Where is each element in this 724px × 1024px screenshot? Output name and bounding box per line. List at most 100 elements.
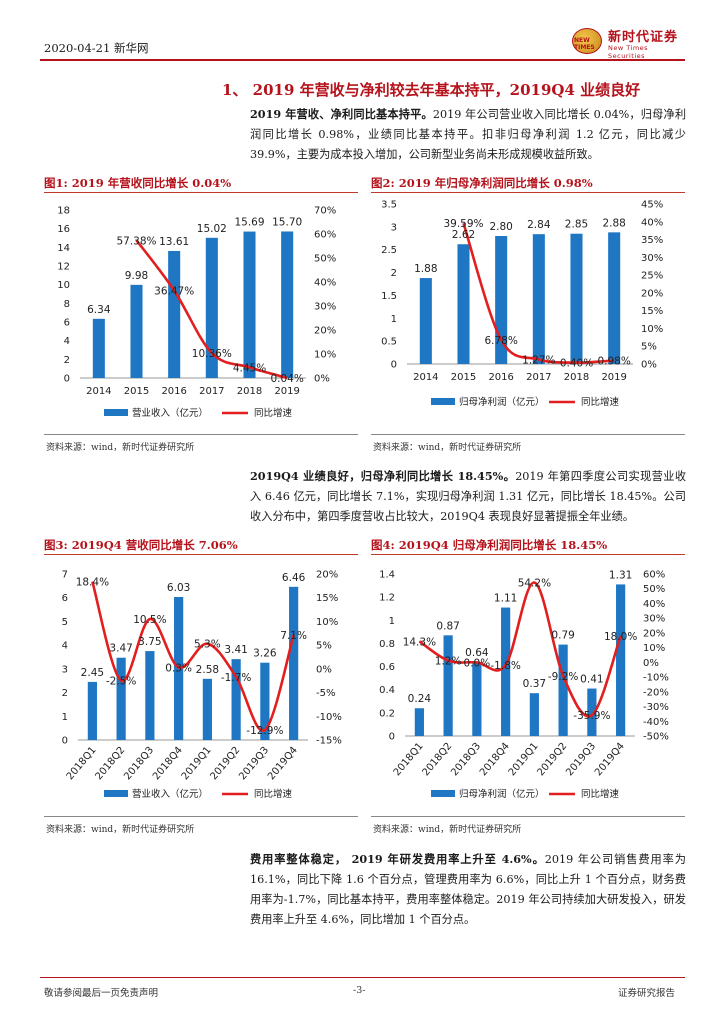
report-date: 2020-04-21 新华网: [44, 41, 149, 55]
x-tick-label: 2018Q2: [93, 745, 127, 782]
bar: [457, 244, 470, 364]
y-tick-label: 0: [389, 732, 395, 743]
growth-value-label: 6.78%: [484, 335, 517, 347]
bar: [231, 659, 241, 740]
x-tick-label: 2019Q3: [237, 745, 271, 782]
figure-2-source-rule: [371, 434, 685, 435]
growth-value-label: 4.45%: [233, 362, 266, 374]
x-tick-label: 2019Q1: [180, 745, 214, 782]
y2-tick-label: 15%: [316, 593, 338, 604]
x-tick-label: 2019Q4: [266, 745, 300, 782]
y2-tick-label: -5%: [316, 688, 335, 699]
y2-tick-label: 25%: [641, 271, 663, 282]
legend-line-label: 同比增速: [581, 396, 620, 408]
y-tick-label: 7: [62, 570, 68, 581]
y2-tick-label: -50%: [643, 732, 669, 743]
growth-value-label: 0.3%: [165, 662, 192, 674]
bar: [289, 586, 299, 740]
legend-bar-label: 营业收入（亿元）: [132, 788, 208, 800]
y-tick-label: 2: [64, 355, 70, 366]
growth-value-label: 57.38%: [116, 235, 156, 247]
bar: [414, 708, 424, 736]
footer-divider: [40, 977, 685, 978]
figure-3-source-rule: [44, 816, 358, 817]
growth-value-label: -1.8%: [490, 660, 520, 672]
y-tick-label: 4: [62, 641, 68, 652]
y-tick-label: 1.5: [381, 291, 397, 302]
legend-bar-swatch: [431, 398, 455, 405]
y2-tick-label: 20%: [643, 628, 665, 639]
x-tick-label: 2015: [124, 386, 149, 397]
x-tick-label: 2018Q4: [151, 745, 185, 782]
y-tick-label: 3.5: [381, 200, 397, 211]
figure-3-source: 资料来源：wind，新时代证券研究所: [46, 825, 195, 835]
growth-value-label: 1.2%: [435, 656, 462, 668]
bar: [243, 231, 256, 378]
x-tick-label: 2016: [488, 372, 513, 383]
bar: [145, 651, 155, 740]
bar-value-label: 15.70: [272, 216, 302, 228]
figure-4-chart: 0 0.2 0.4 0.6 0.8 1 1.2 1.4 -50% -40% -30% -20% -10%…: [379, 569, 669, 800]
x-tick-label: 2019: [601, 372, 626, 383]
footer-disclaimer[interactable]: 敬请参阅最后一页免责声明: [44, 988, 159, 999]
y-tick-label: 6: [62, 593, 68, 604]
x-tick-label: 2017: [526, 372, 551, 383]
page-number: -3-: [353, 985, 366, 996]
growth-value-label: 54.2%: [518, 578, 551, 590]
paragraph-1-lead: 2019 年营收、净利同比基本持平。: [250, 107, 433, 121]
y-tick-label: 0: [391, 360, 397, 371]
y2-tick-label: 50%: [314, 254, 336, 265]
bar: [616, 584, 626, 736]
y2-tick-label: 10%: [643, 643, 665, 654]
growth-value-label: 0.98%: [597, 356, 630, 368]
figure-3-rule: [44, 554, 358, 555]
growth-value-label: -1.7%: [221, 672, 251, 684]
bar: [570, 233, 583, 364]
x-tick-label: 2017: [199, 386, 224, 397]
legend-bar-label: 营业收入（亿元）: [132, 407, 208, 419]
paragraph-2-body: 2019 年第四季度公司实现营业收入 6.46 亿元，同比增长 7.1%，实现归…: [250, 470, 687, 523]
paragraph-2: 2019Q4 业绩良好，归母净利同比增长 18.45%。2019 年第四季度公司…: [250, 466, 686, 527]
bar-value-label: 0.79: [551, 630, 574, 642]
figure-4-source: 资料来源：wind，新时代证券研究所: [373, 825, 522, 835]
paragraph-1-body: 2019 年公司营业收入同比增长 0.04%，归母净利润同比增长 0.98%，业…: [250, 108, 687, 161]
y-tick-label: 2: [391, 268, 397, 279]
bar: [608, 232, 621, 364]
y2-tick-label: 15%: [641, 306, 663, 317]
bar-value-label: 0.37: [523, 678, 546, 690]
y2-tick-label: 20%: [641, 288, 663, 299]
paragraph-2-lead: 2019Q4 业绩良好，归母净利同比增长 18.45%。: [250, 469, 516, 483]
bar: [472, 661, 482, 736]
y2-tick-label: 20%: [316, 570, 338, 581]
growth-line: [91, 581, 295, 732]
y-tick-label: 0: [62, 736, 68, 747]
y2-tick-label: 20%: [314, 326, 336, 337]
figure-3-title: 图3: 2019Q4 营收同比增长 7.06%: [44, 538, 238, 552]
y2-tick-label: 45%: [641, 200, 663, 211]
bar-value-label: 2.80: [489, 221, 512, 233]
x-tick-label: 2018Q4: [478, 741, 512, 778]
growth-value-label: 39.59%: [443, 218, 483, 230]
paragraph-3-lead: 费用率整体稳定，: [250, 852, 348, 866]
y2-tick-label: -15%: [316, 736, 342, 747]
bar-value-label: 0.87: [436, 620, 459, 632]
y2-tick-label: 5%: [316, 641, 332, 652]
y-tick-label: 0.8: [379, 639, 395, 650]
growth-value-label: 0.04%: [270, 373, 303, 385]
bar: [443, 635, 453, 736]
bar-value-label: 6.46: [282, 572, 306, 584]
growth-value-label: 7.1%: [280, 630, 307, 642]
bar-value-label: 2.58: [196, 664, 219, 676]
bar-value-label: 2.62: [452, 229, 475, 241]
bar: [168, 250, 181, 378]
paragraph-1: 2019 年营收、净利同比基本持平。2019 年公司营业收入同比增长 0.04%…: [250, 104, 686, 165]
bar-value-label: 9.98: [125, 270, 148, 282]
paragraph-3: 费用率整体稳定， 2019 年研发费用率上升至 4.6%。2019 年公司销售费…: [250, 849, 686, 930]
growth-value-label: -35.9%: [573, 710, 610, 722]
y-tick-label: 12: [57, 262, 70, 273]
legend-line-label: 同比增速: [254, 788, 293, 800]
growth-value-label: 5.3%: [194, 639, 221, 651]
paragraph-3-lead-2: 2019 年研发费用率上升至 4.6%。: [351, 852, 545, 866]
bar-value-label: 0.41: [580, 674, 603, 686]
y-tick-label: 18: [57, 206, 70, 217]
